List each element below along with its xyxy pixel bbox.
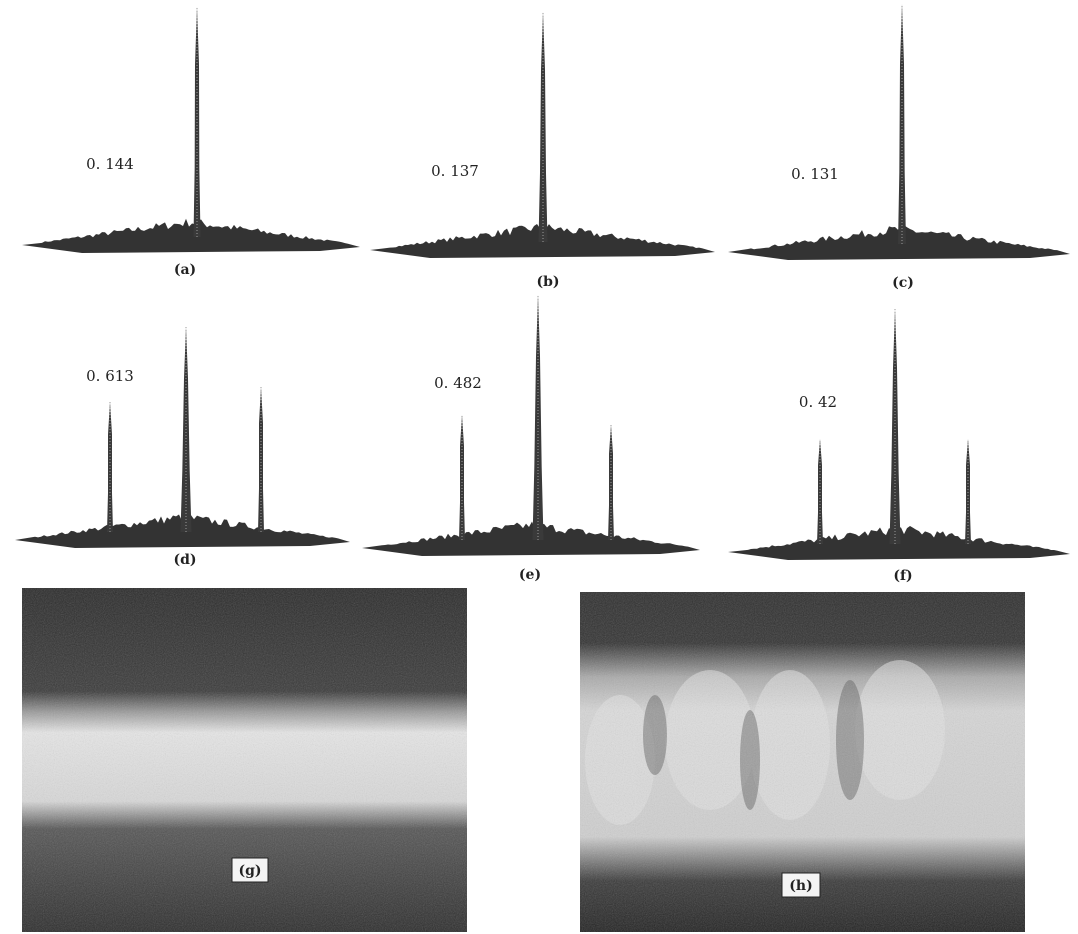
panel-caption: (a) xyxy=(174,262,196,278)
peak-value: 0. 613 xyxy=(86,367,134,385)
peak-plot: 0. 131 (c) xyxy=(728,4,1070,291)
image-h: (h) xyxy=(580,592,1025,932)
ground xyxy=(362,521,700,556)
panel-caption: (d) xyxy=(173,552,196,568)
panel-caption: (b) xyxy=(536,274,559,290)
label-box xyxy=(231,857,269,883)
image-g: (g) xyxy=(22,588,467,932)
spike xyxy=(193,7,201,237)
spike xyxy=(459,415,465,540)
panel-caption: (f) xyxy=(893,568,912,584)
peak-value: 0. 137 xyxy=(431,162,479,180)
peak-value: 0. 131 xyxy=(791,165,839,183)
image-label: (h) xyxy=(789,878,812,894)
spike xyxy=(107,402,113,532)
peak-plot: 0. 144 (a) xyxy=(22,7,360,278)
spike xyxy=(532,295,544,540)
panel-caption: (e) xyxy=(519,567,541,583)
spike xyxy=(965,439,971,544)
peak-value: 0. 42 xyxy=(799,393,837,411)
label-box xyxy=(781,872,821,898)
spike xyxy=(817,439,823,544)
peak-plot: 0. 42 (f) xyxy=(728,309,1070,584)
image-label: (g) xyxy=(238,863,261,879)
ground xyxy=(22,218,360,253)
peak-plot: 0. 482 (e) xyxy=(362,295,700,583)
peak-plots: 0. 144 (a) 0. 137 (b) 0. 131 (c) 0. 613 (d) 0. 4… xyxy=(15,4,1070,584)
peak-value: 0. 144 xyxy=(86,155,134,173)
peak-plot: 0. 613 (d) xyxy=(15,327,350,568)
spike xyxy=(538,12,548,242)
peak-plot: 0. 137 (b) xyxy=(370,12,715,290)
peak-value: 0. 482 xyxy=(434,374,482,392)
panel-caption: (c) xyxy=(892,275,914,291)
